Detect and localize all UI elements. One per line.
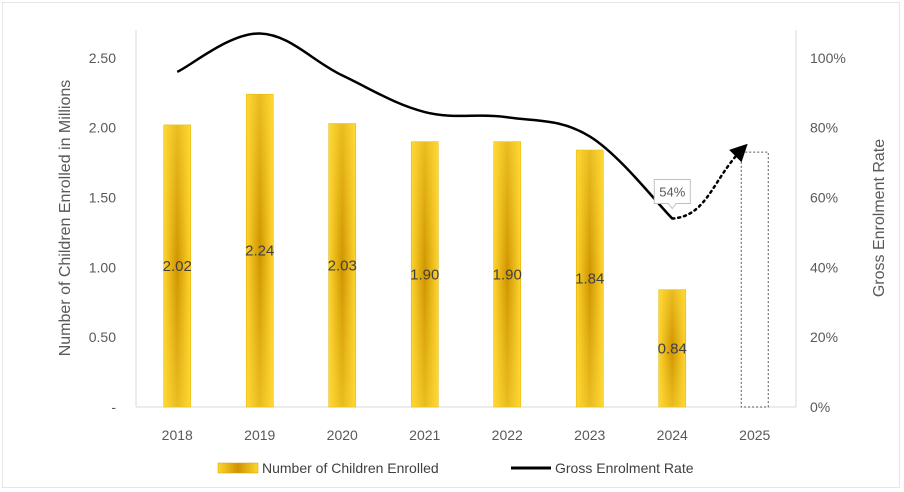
right-axis-title: Gross Enrolment Rate (871, 139, 888, 297)
right-tick-label: 60% (810, 190, 838, 206)
left-tick-label: 1.50 (89, 190, 116, 206)
bar-data-label: 2.03 (328, 257, 357, 274)
bar-2022 (493, 141, 522, 408)
projected-bar-2025 (740, 151, 769, 408)
legend: Number of Children Enrolled Gross Enrolm… (217, 460, 694, 476)
x-tick-label: 2022 (492, 427, 523, 443)
bar-2024 (658, 289, 687, 408)
enrolment-rate-line-layer: 54% (176, 32, 748, 220)
bar-sheen (246, 94, 274, 408)
right-tick-label: 20% (810, 329, 838, 345)
bar-data-label: 1.84 (575, 271, 604, 288)
bar-2020 (328, 123, 357, 408)
enrolled-bars (163, 93, 769, 408)
right-axis-ticks: 0% 20% 40% 60% 80% 100% (810, 50, 846, 415)
right-tick-label: 100% (810, 50, 846, 66)
bar-2019 (245, 93, 274, 408)
bar-2018 (163, 124, 192, 408)
bar-sheen (328, 123, 356, 407)
left-tick-label: 2.00 (89, 120, 116, 136)
x-tick-label: 2024 (657, 427, 688, 443)
bar-data-label: 1.90 (410, 266, 439, 283)
x-tick-label: 2019 (244, 427, 275, 443)
bar-data-labels: 2.02 2.24 2.03 1.90 1.90 1.84 0.84 (163, 243, 687, 358)
bar-data-label: 1.90 (493, 266, 522, 283)
left-tick-label: 0.50 (89, 329, 116, 345)
legend-label-line: Gross Enrolment Rate (555, 460, 694, 476)
legend-swatch-bar (217, 462, 259, 474)
x-axis-ticks: 2018 2019 2020 2021 2022 2023 2024 2025 (162, 427, 771, 443)
bar-data-label: 0.84 (658, 340, 687, 357)
right-tick-label: 40% (810, 259, 838, 275)
left-tick-label: 2.50 (89, 50, 116, 66)
bar-2023 (575, 149, 604, 408)
bar-sheen (163, 124, 191, 407)
legend-label-bar: Number of Children Enrolled (262, 460, 439, 476)
left-axis-ticks: - 0.50 1.00 1.50 2.00 2.50 (89, 50, 117, 415)
x-tick-label: 2020 (327, 427, 358, 443)
projection-line (671, 143, 748, 220)
x-tick-label: 2025 (739, 427, 770, 443)
bar-sheen (576, 150, 604, 407)
x-tick-label: 2018 (162, 427, 193, 443)
right-tick-label: 80% (810, 120, 838, 136)
bar-data-label: 2.24 (245, 243, 274, 260)
bar-2021 (410, 141, 439, 408)
callout-box (653, 179, 691, 210)
bar-sheen (658, 289, 686, 407)
x-tick-label: 2023 (574, 427, 605, 443)
right-tick-label: 0% (810, 399, 830, 415)
enrolment-rate-line (176, 32, 674, 220)
left-axis-title: Number of Children Enrolled in Millions (57, 80, 74, 357)
callout-text: 54% (659, 185, 685, 200)
bar-data-label: 2.02 (163, 258, 192, 275)
left-tick-label: 1.00 (89, 259, 116, 275)
callout-54: 54% (653, 179, 691, 210)
left-tick-label: - (111, 399, 116, 415)
bar-sheen (493, 141, 521, 407)
bar-sheen (411, 141, 439, 407)
x-tick-label: 2021 (409, 427, 440, 443)
